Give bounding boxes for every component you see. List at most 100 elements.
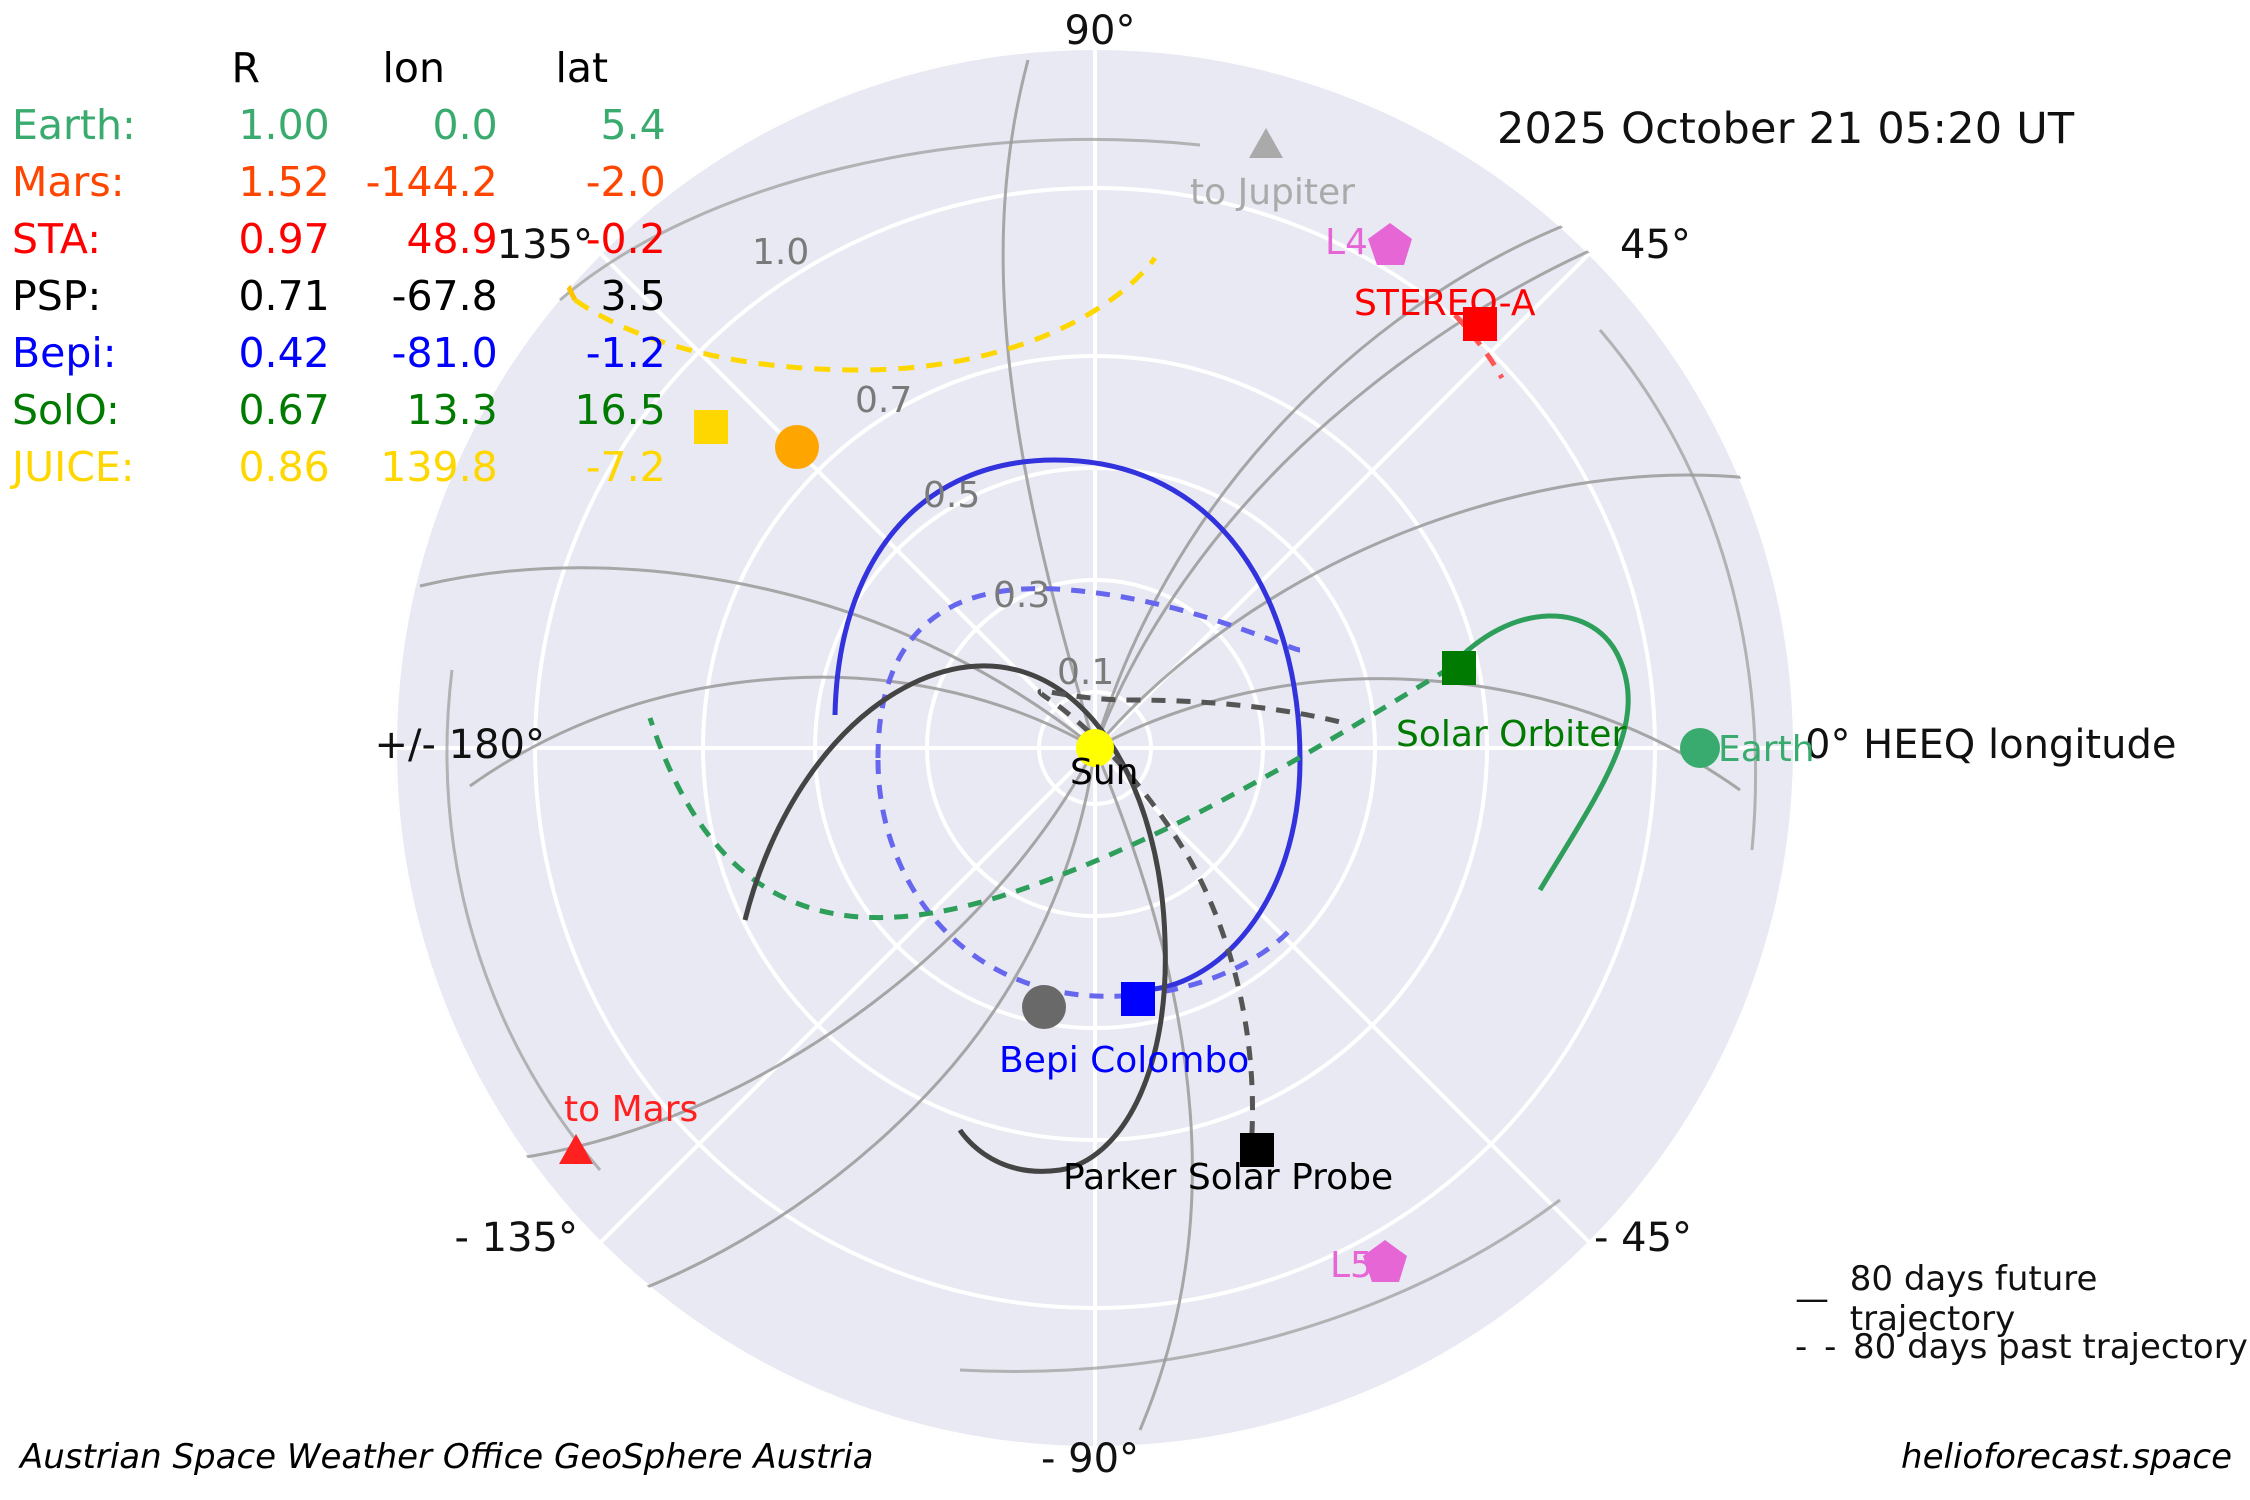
cell-r: 0.71 <box>238 272 330 320</box>
label-bepi-colombo: Bepi Colombo <box>999 1040 1250 1081</box>
marker-parker-solar-probe[interactable] <box>1240 1133 1274 1167</box>
cell-lon: -144.2 <box>365 158 498 206</box>
solid-line-icon: — <box>1795 1279 1829 1319</box>
cell-r: 1.52 <box>238 158 330 206</box>
parker-spiral-lines <box>419 59 1751 1431</box>
marker-bepi-colombo[interactable] <box>1121 982 1155 1016</box>
cell-name: SolO: <box>12 386 120 434</box>
outer-guide-arcs <box>445 137 1758 1373</box>
column-header-R: R <box>231 44 261 92</box>
legend-row-past: - - 80 days past trajectory <box>1795 1323 2250 1371</box>
marker-stereo-a[interactable] <box>1463 307 1497 341</box>
cell-lon: 0.0 <box>432 101 498 149</box>
marker-venus[interactable] <box>775 425 819 469</box>
cell-lat: 16.5 <box>574 386 666 434</box>
marker-l4[interactable] <box>1368 223 1412 265</box>
label-earth: Earth <box>1718 729 1815 770</box>
cell-lon: 48.9 <box>406 215 498 263</box>
trajectory-psp-past <box>1037 688 1341 1161</box>
cell-lon: 139.8 <box>380 443 498 491</box>
column-header-lon: lon <box>382 44 445 92</box>
marker-l5[interactable] <box>1363 1240 1407 1282</box>
angular-gridlines <box>395 48 1795 1448</box>
cell-lat: 5.4 <box>600 101 666 149</box>
angle-label: 90° <box>1064 8 1136 54</box>
cell-name: STA: <box>12 215 102 263</box>
column-header-body <box>12 40 162 97</box>
radial-gridlines <box>395 48 1795 1448</box>
legend-row-future: — 80 days future trajectory <box>1795 1259 2250 1339</box>
column-header-lat: lat <box>555 44 609 92</box>
cell-lon: -81.0 <box>391 329 498 377</box>
footer-attribution: Austrian Space Weather Office GeoSphere … <box>20 1437 874 1477</box>
trajectory-juice-past <box>573 256 1157 373</box>
legend-future-label: 80 days future trajectory <box>1849 1259 2098 1339</box>
trajectory-bepi-future <box>832 457 1303 993</box>
table-row: Mars: 1.52 -144.2 -2.0 <box>12 154 666 211</box>
trajectory-bepi-past-2 <box>875 759 1292 999</box>
legend-past-label: 80 days past trajectory <box>1853 1327 2248 1367</box>
label-solar-orbiter: Solar Orbiter <box>1396 714 1627 755</box>
marker-to-jupiter-icon[interactable] <box>1249 128 1283 158</box>
radial-tick-label: 0.1 <box>1057 652 1115 693</box>
table-row: Earth: 1.00 0.0 5.4 <box>12 97 666 154</box>
angle-label: - 135° <box>454 1215 579 1261</box>
angle-label: - 45° <box>1594 1215 1693 1261</box>
trajectory-legend: — 80 days future trajectory - - 80 days … <box>1795 1259 2250 1371</box>
cell-lon: 13.3 <box>406 386 498 434</box>
marker-earth[interactable] <box>1680 728 1720 768</box>
radial-tick-label: 0.7 <box>855 380 913 421</box>
label-l4: L4 <box>1325 222 1368 263</box>
cell-r: 0.42 <box>238 329 330 377</box>
label-to-mars: to Mars <box>564 1089 699 1130</box>
cell-name: Earth: <box>12 101 136 149</box>
marker-juice[interactable] <box>694 410 728 444</box>
cell-lat: -2.0 <box>585 158 666 206</box>
cell-name: PSP: <box>12 272 102 320</box>
marker-sun[interactable] <box>1076 729 1114 767</box>
footer-website[interactable]: helioforecast.space <box>1901 1437 2232 1477</box>
cell-r: 1.00 <box>238 101 330 149</box>
page-title: 2025 October 21 05:20 UT <box>1497 104 2075 154</box>
label-to-jupiter: to Jupiter <box>1190 172 1355 213</box>
cell-r: 0.97 <box>238 215 330 263</box>
label-stereo-a: STEREO-A <box>1354 283 1536 324</box>
cell-lat: -0.2 <box>585 215 666 263</box>
dashed-line-icon: - - <box>1795 1327 1840 1367</box>
angle-label: +/- 180° <box>374 722 546 768</box>
cell-lat: -1.2 <box>585 329 666 377</box>
angle-label: - 90° <box>1040 1436 1140 1482</box>
cell-r: 0.86 <box>238 443 330 491</box>
table-row: PSP: 0.71 -67.8 3.5 <box>12 268 666 325</box>
radial-tick-label: 1.0 <box>752 232 810 273</box>
cell-lon: -67.8 <box>391 272 498 320</box>
angle-label: 135° <box>496 222 593 268</box>
cell-lat: 3.5 <box>600 272 666 320</box>
table-row: SolO: 0.67 13.3 16.5 <box>12 382 666 439</box>
table-row: STA: 0.97 48.9 -0.2 <box>12 211 666 268</box>
radial-tick-label: 0.5 <box>923 475 981 516</box>
trajectory-sta-past <box>1453 313 1505 380</box>
trajectory-solo-future <box>1448 613 1631 892</box>
cell-name: Bepi: <box>12 329 117 377</box>
cell-lat: -7.2 <box>585 443 666 491</box>
marker-to-mars-icon[interactable] <box>559 1134 593 1164</box>
marker-solar-orbiter[interactable] <box>1442 651 1476 685</box>
angle-label: 0° HEEQ longitude <box>1805 722 2177 768</box>
trajectory-psp-future <box>742 663 1168 1174</box>
table-row: JUICE: 0.86 139.8 -7.2 <box>12 439 666 496</box>
radial-tick-label: 0.3 <box>993 575 1051 616</box>
table-row: Bepi: 0.42 -81.0 -1.2 <box>12 325 666 382</box>
trajectory-solo-past <box>647 665 1452 920</box>
marker-mercury[interactable] <box>1022 985 1066 1029</box>
label-sun: Sun <box>1070 752 1139 793</box>
label-parker-solar-probe: Parker Solar Probe <box>1063 1157 1394 1198</box>
label-l5: L5 <box>1330 1245 1373 1286</box>
angle-label: 45° <box>1620 222 1691 268</box>
cell-r: 0.67 <box>238 386 330 434</box>
cell-name: Mars: <box>12 158 125 206</box>
cell-name: JUICE: <box>12 443 135 491</box>
